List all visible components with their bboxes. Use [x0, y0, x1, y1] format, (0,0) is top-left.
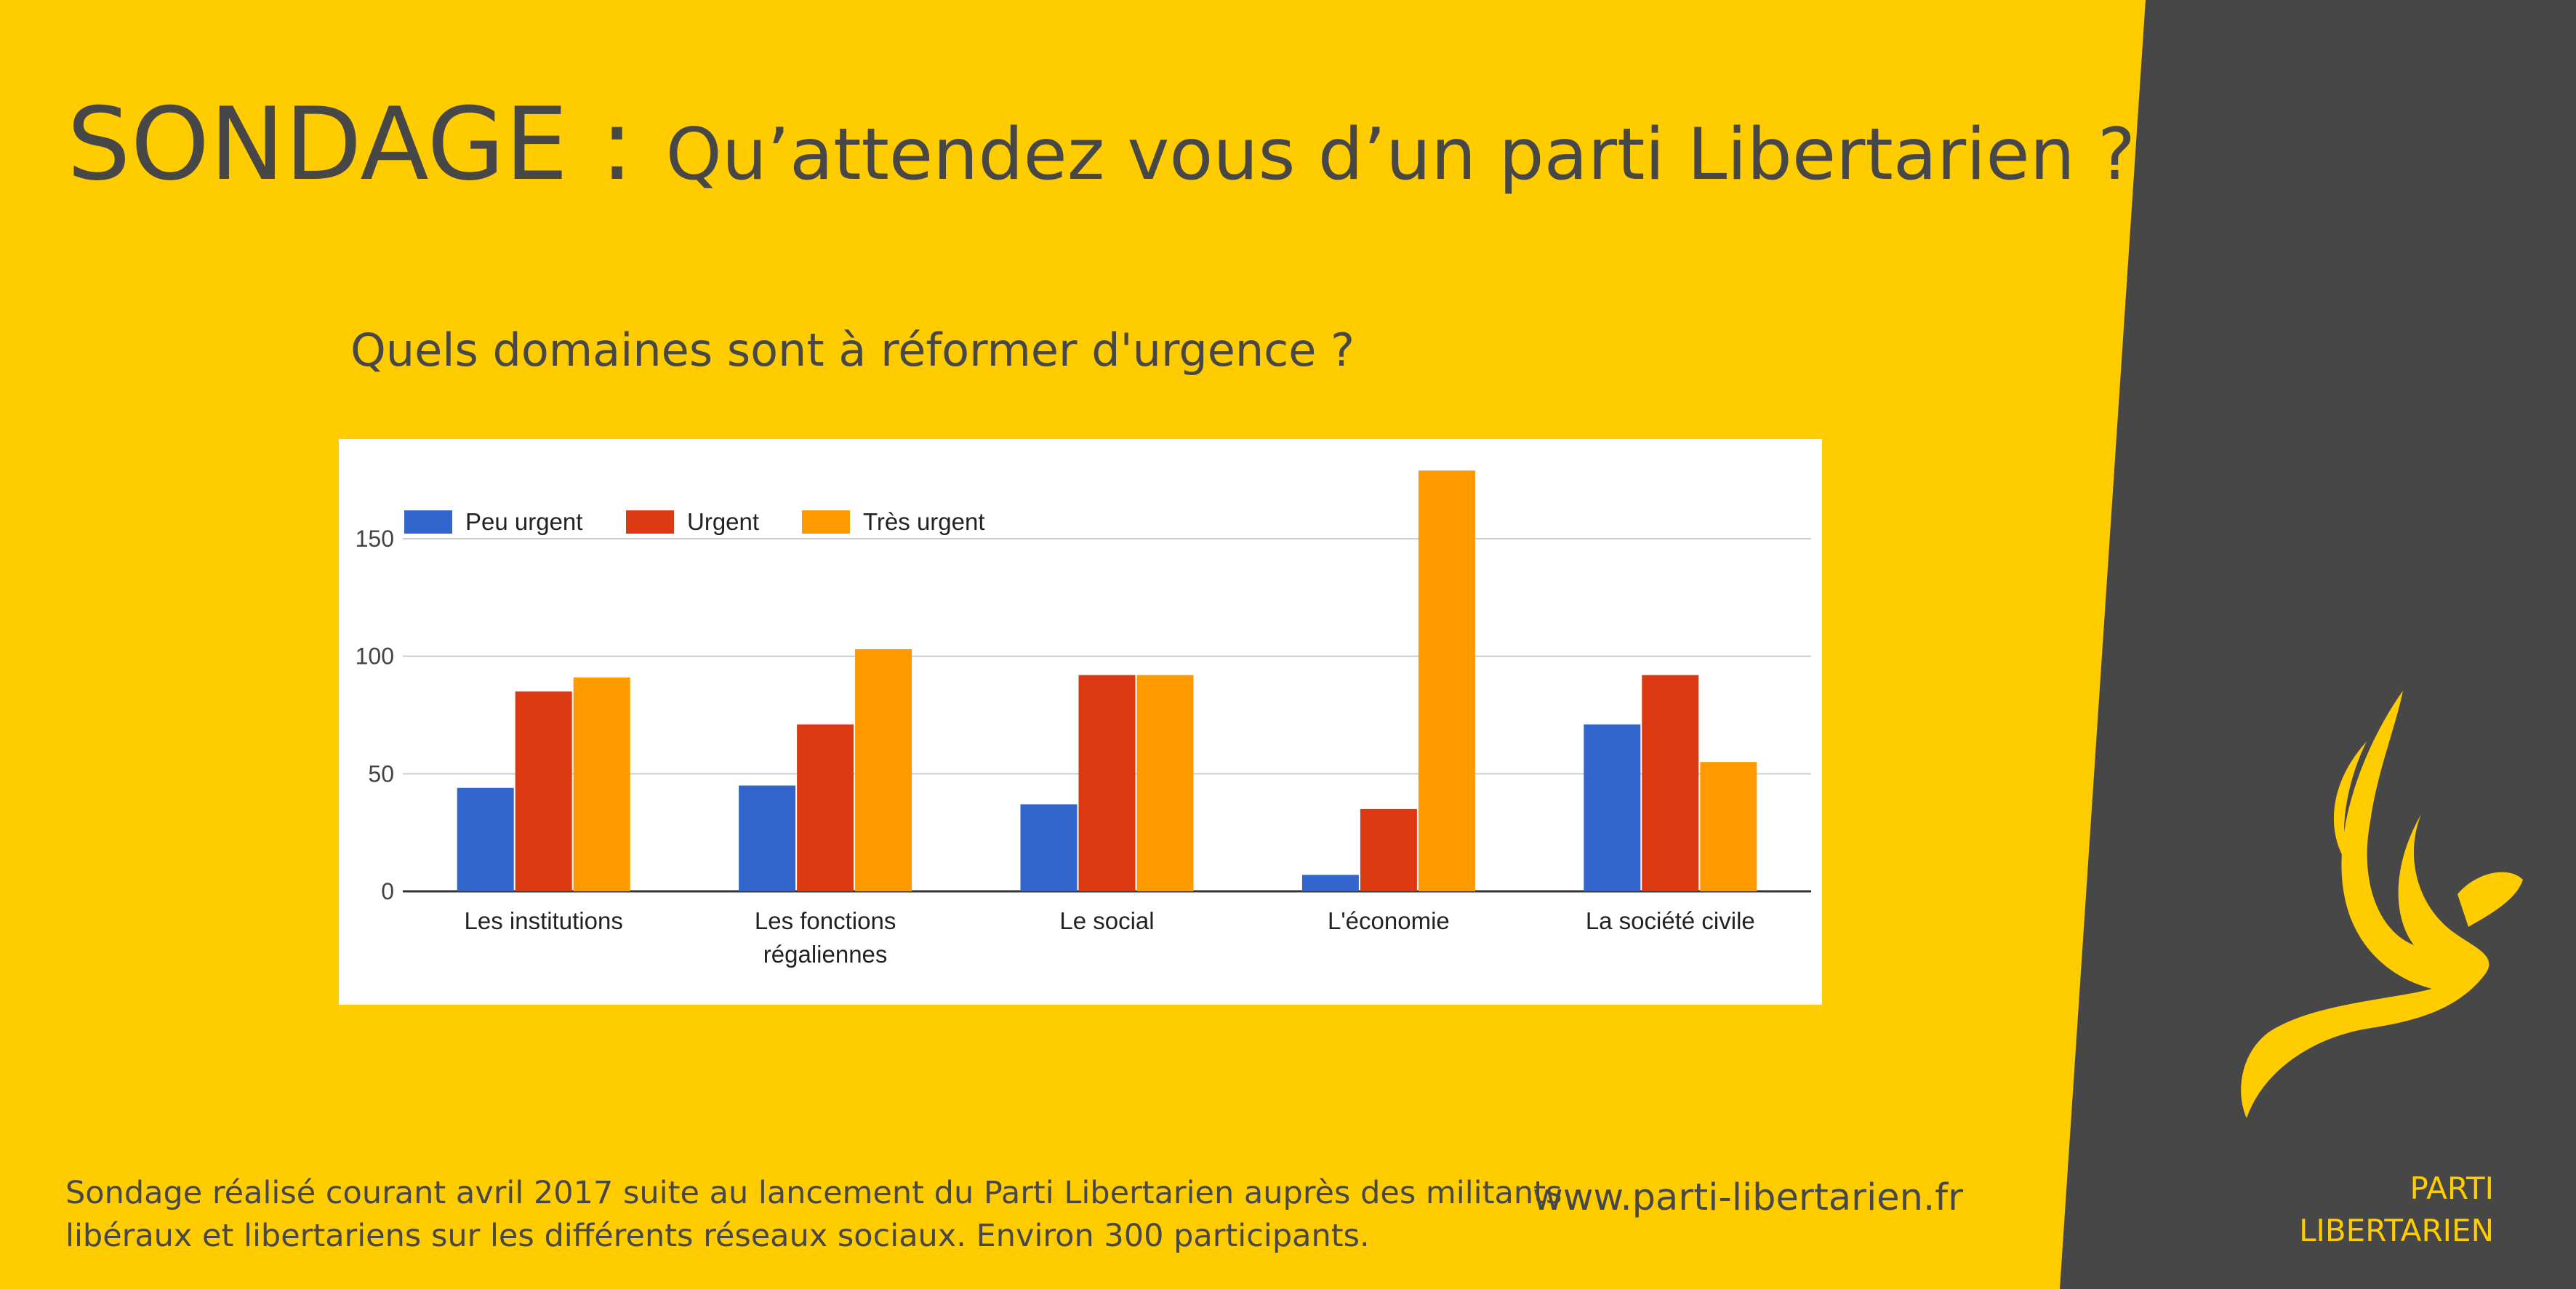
bar: [855, 648, 912, 891]
legend-swatch: [626, 510, 674, 534]
x-tick-label: régaliennes: [763, 941, 888, 968]
x-tick-label: Les fonctions: [755, 907, 896, 934]
legend-label: Urgent: [687, 508, 759, 535]
y-tick-label: 100: [356, 643, 394, 670]
bar: [1584, 724, 1641, 891]
legend-label: Peu urgent: [465, 508, 582, 535]
bar: [1020, 804, 1078, 891]
chart-heading: Quels domaines sont à réformer d'urgence…: [350, 324, 1355, 377]
x-tick-label: L'économie: [1328, 907, 1450, 934]
bird-logo: [2241, 691, 2523, 1118]
legend-swatch: [404, 510, 452, 534]
bar: [1418, 470, 1475, 891]
x-tick-label: Les institutions: [465, 907, 623, 934]
brand-line-2: LIBERTARIEN: [2299, 1213, 2494, 1248]
bar: [797, 724, 854, 891]
bar: [573, 677, 630, 891]
y-tick-label: 150: [356, 526, 394, 552]
survey-note-line-2: libéraux et libertariens sur les différe…: [65, 1218, 1370, 1254]
x-tick-label: Le social: [1059, 907, 1154, 934]
title-question: Qu’attendez vous d’un parti Libertarien …: [665, 113, 2135, 196]
bar: [1360, 808, 1417, 891]
bar: [739, 785, 796, 891]
dark-panel-shape: [2060, 0, 2576, 1289]
brand-name: PARTI LIBERTARIEN: [2268, 1168, 2494, 1252]
x-tick-label: La société civile: [1586, 907, 1755, 934]
bar: [1301, 875, 1359, 891]
legend-swatch: [802, 510, 850, 534]
y-tick-label: 0: [381, 878, 394, 904]
page-title: SONDAGE : Qu’attendez vous d’un parti Li…: [67, 86, 2135, 203]
bar: [1700, 762, 1757, 891]
chart-container: 0 50 100 150 Les institutions Les fonctions ré…: [339, 439, 1822, 1005]
y-tick-label: 50: [368, 760, 394, 787]
bar: [1078, 675, 1136, 891]
bar: [1136, 675, 1194, 891]
website-link[interactable]: www.parti-libertarien.fr: [1533, 1176, 1964, 1219]
survey-note-line-1: Sondage réalisé courant avril 2017 suite…: [65, 1175, 1562, 1211]
bar: [457, 787, 514, 891]
survey-note: Sondage réalisé courant avril 2017 suite…: [65, 1172, 1562, 1258]
bar-chart: 0 50 100 150 Les institutions Les fonctions ré…: [356, 470, 1811, 968]
bar: [1642, 675, 1699, 891]
bar: [515, 691, 572, 891]
title-main: SONDAGE :: [67, 86, 666, 203]
brand-line-1: PARTI: [2410, 1170, 2494, 1206]
legend-label: Très urgent: [863, 508, 985, 535]
